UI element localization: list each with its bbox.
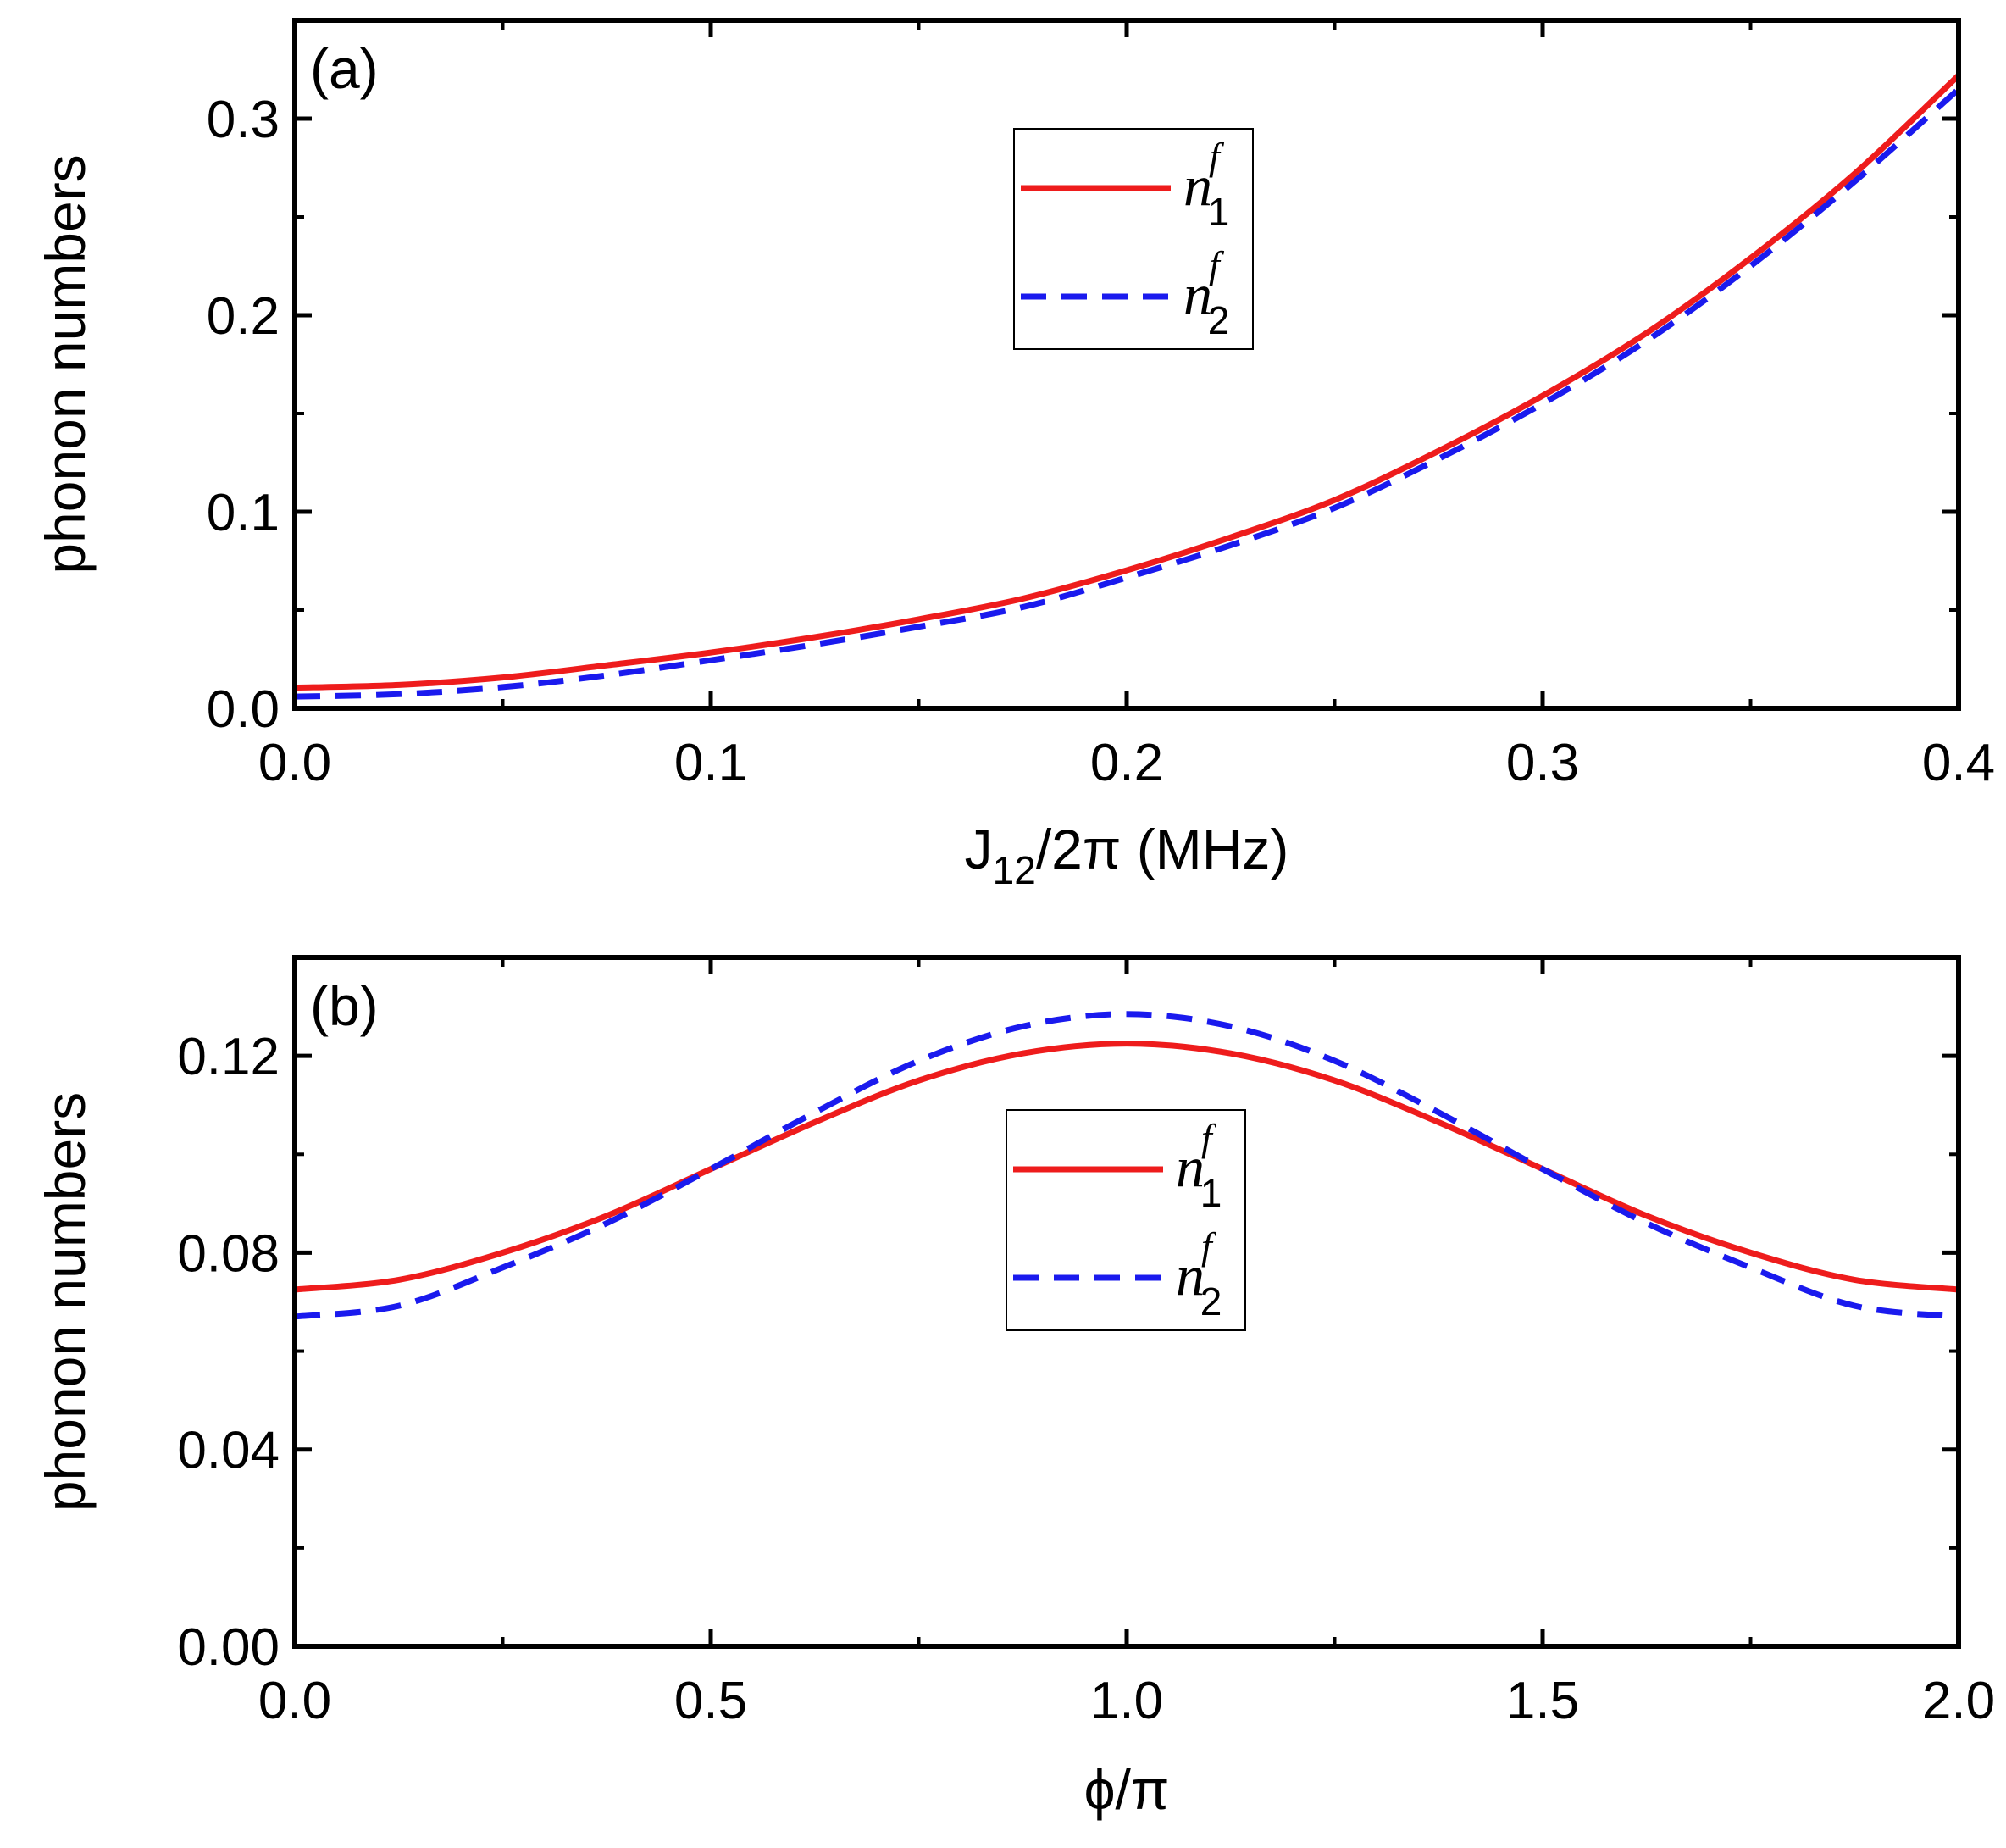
panel-label: (a) [310, 37, 379, 100]
x-tick-label: 1.0 [1090, 1672, 1163, 1730]
x-axis-title-rest: /2π (MHz) [1036, 818, 1289, 880]
legend-subscript: 1 [1208, 190, 1230, 234]
legend-subscript: 1 [1200, 1171, 1222, 1215]
legend-subscript: 2 [1208, 298, 1230, 342]
panel-label: (b) [310, 974, 379, 1037]
x-axis-title-main: ϕ/π [1084, 1758, 1170, 1821]
x-tick-label: 2.0 [1922, 1672, 1995, 1730]
x-tick-label: 0.5 [674, 1672, 747, 1730]
legend-label-1: nf 1 [1176, 1116, 1222, 1215]
x-tick-label: 0.1 [674, 734, 747, 792]
series-line-2 [295, 86, 1959, 700]
series-line-1 [295, 73, 1959, 691]
legend-subscript: 2 [1200, 1279, 1222, 1324]
legend-label-1: nf 1 [1183, 135, 1229, 234]
x-axis-title: J12/2π (MHz) [965, 818, 1289, 892]
x-axis-title-sub: 12 [993, 848, 1036, 892]
legend: nf 1 nf 2 [1013, 128, 1254, 350]
x-tick-label: 1.5 [1506, 1672, 1579, 1730]
plot-frame [292, 18, 1961, 711]
y-tick-label: 0.0 [207, 680, 280, 739]
legend-symbol: n [1183, 153, 1212, 218]
x-tick-label: 0.0 [258, 734, 331, 792]
y-tick-label: 0.04 [177, 1422, 280, 1480]
x-tick-label: 0.0 [258, 1672, 331, 1730]
series-line-1 [295, 1041, 1959, 1293]
y-tick-label: 0.00 [177, 1618, 280, 1677]
x-tick-label: 0.3 [1506, 734, 1579, 792]
x-tick-label: 0.2 [1090, 734, 1163, 792]
x-axis-title: ϕ/π [1084, 1758, 1170, 1821]
plot-frame [292, 955, 1961, 1649]
y-axis-title: phonon numbers [34, 1092, 97, 1512]
x-axis-title-main: J [965, 818, 993, 880]
y-tick-label: 0.12 [177, 1028, 280, 1086]
series-line-2 [295, 1011, 1959, 1320]
legend-label-2: nf 2 [1183, 243, 1229, 342]
legend-symbol: n [1183, 262, 1212, 326]
legend-symbol: n [1176, 1135, 1205, 1199]
legend-symbol: n [1176, 1243, 1205, 1307]
legend: nf 1nf 2 [1006, 1109, 1246, 1331]
chart-panel-b: 0.0 0.5 1.0 1.5 2.0 0.00 0.04 0.08 0.12 (b) phonon… [34, 955, 1995, 1821]
x-tick-label: 0.4 [1922, 734, 1995, 792]
y-tick-label: 0.08 [177, 1224, 280, 1283]
y-tick-label: 0.1 [207, 484, 280, 542]
chart-panel-a: 0.0 0.1 0.2 0.3 0.4 0.0 0.1 0.2 0.3 (a) phonon num… [34, 18, 1995, 892]
y-tick-label: 0.3 [207, 91, 280, 149]
legend-box [1006, 1109, 1246, 1331]
y-tick-label: 0.2 [207, 287, 280, 346]
legend-box [1013, 128, 1254, 350]
y-axis-title: phonon numbers [34, 154, 97, 574]
